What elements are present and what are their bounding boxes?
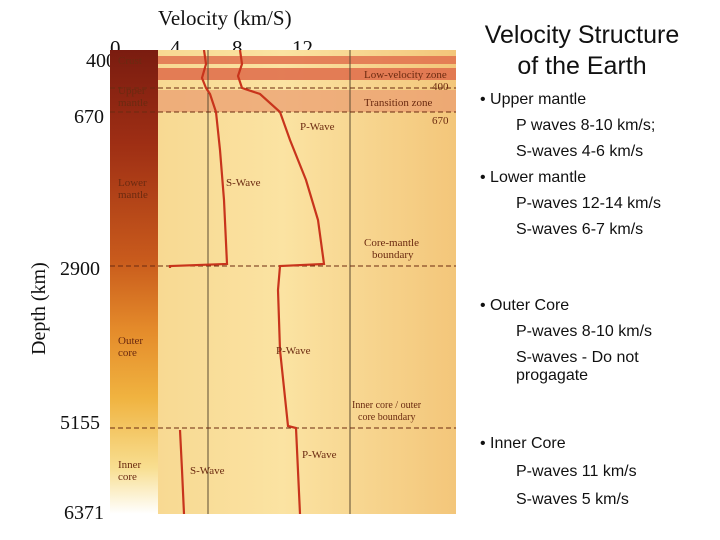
layer-color-column	[110, 50, 158, 514]
layer-outer-core-1: Outer	[118, 335, 143, 347]
bullet-inner-core: • Inner Core	[480, 435, 566, 452]
figure-background	[110, 50, 456, 514]
p-wave-label-mantle: P-Wave	[300, 121, 335, 133]
slide-title-line2: of the Earth	[517, 52, 647, 80]
depth-tick-670: 670	[74, 106, 104, 128]
layer-crust: Crust	[118, 55, 142, 67]
p-wave-label-inner-core: P-Wave	[302, 449, 337, 461]
bullet-lower-mantle: • Lower mantle	[480, 169, 587, 186]
depth-tick-5155: 5155	[60, 412, 100, 434]
depth-tick-400: 400	[86, 50, 116, 72]
velocity-tick-0: 0	[110, 36, 121, 60]
zone-low-velocity: Low-velocity zone	[364, 69, 447, 81]
depth-tick-2900: 2900	[60, 258, 100, 280]
zone-transition: Transition zone	[364, 97, 432, 109]
lower-mantle-p: P-waves 12-14 km/s	[516, 195, 661, 212]
zone-400: 400	[432, 81, 449, 93]
zone-icb-1: Inner core / outer	[352, 400, 422, 411]
slide-title: Velocity Structure of the Earth	[462, 20, 702, 82]
layer-lower-mantle-2: mantle	[118, 189, 148, 201]
layer-lower-mantle-1: Lower	[118, 177, 147, 189]
p-wave-curve	[236, 50, 326, 514]
crust-band	[158, 56, 456, 64]
upper-mantle-p: P waves 8-10 km/s;	[516, 117, 656, 134]
p-wave-label-outer-core: P-Wave	[276, 345, 311, 357]
s-wave-curve	[168, 50, 229, 268]
s-wave-label-inner-core: S-Wave	[190, 465, 225, 477]
velocity-tick-4: 4	[170, 36, 181, 60]
zone-670: 670	[432, 115, 449, 127]
bullet-outer-core: • Outer Core	[480, 297, 570, 314]
outer-core-s: S-waves - Do not	[516, 349, 639, 366]
layer-inner-core-2: core	[118, 471, 137, 483]
inner-core-s-wave-curve	[178, 429, 186, 514]
inner-core-p: P-waves 11 km/s	[516, 463, 637, 480]
upper-mantle-s: S-waves 4-6 km/s	[516, 143, 644, 160]
outer-core-p: P-waves 8-10 km/s	[516, 323, 653, 340]
s-wave-label-mantle: S-Wave	[226, 177, 261, 189]
layer-inner-core-1: Inner	[118, 459, 142, 471]
low-velocity-band	[158, 68, 456, 80]
velocity-axis-title: Velocity (km/S)	[158, 6, 292, 30]
layer-upper-mantle-2: mantle	[118, 97, 148, 109]
depth-tick-6371: 6371	[64, 502, 104, 524]
depth-axis-title: Depth (km)	[28, 262, 50, 355]
zone-cmb-2: boundary	[372, 249, 414, 261]
slide-title-line1: Velocity Structure	[484, 21, 680, 49]
velocity-tick-8: 8	[232, 36, 243, 60]
zone-cmb-1: Core-mantle	[364, 237, 419, 249]
bullet-upper-mantle: • Upper mantle	[480, 91, 587, 108]
layer-upper-mantle-1: Upper	[118, 85, 146, 97]
layer-outer-core-2: core	[118, 347, 137, 359]
lower-mantle-s: S-waves 6-7 km/s	[516, 221, 644, 238]
inner-core-s: S-waves 5 km/s	[516, 491, 629, 508]
outer-core-s-2: progagate	[516, 367, 589, 384]
transition-band	[158, 90, 456, 112]
zone-icb-2: core boundary	[358, 412, 415, 423]
velocity-structure-figure: Crust Upper mantle Lower mantle Outer co…	[110, 50, 456, 514]
